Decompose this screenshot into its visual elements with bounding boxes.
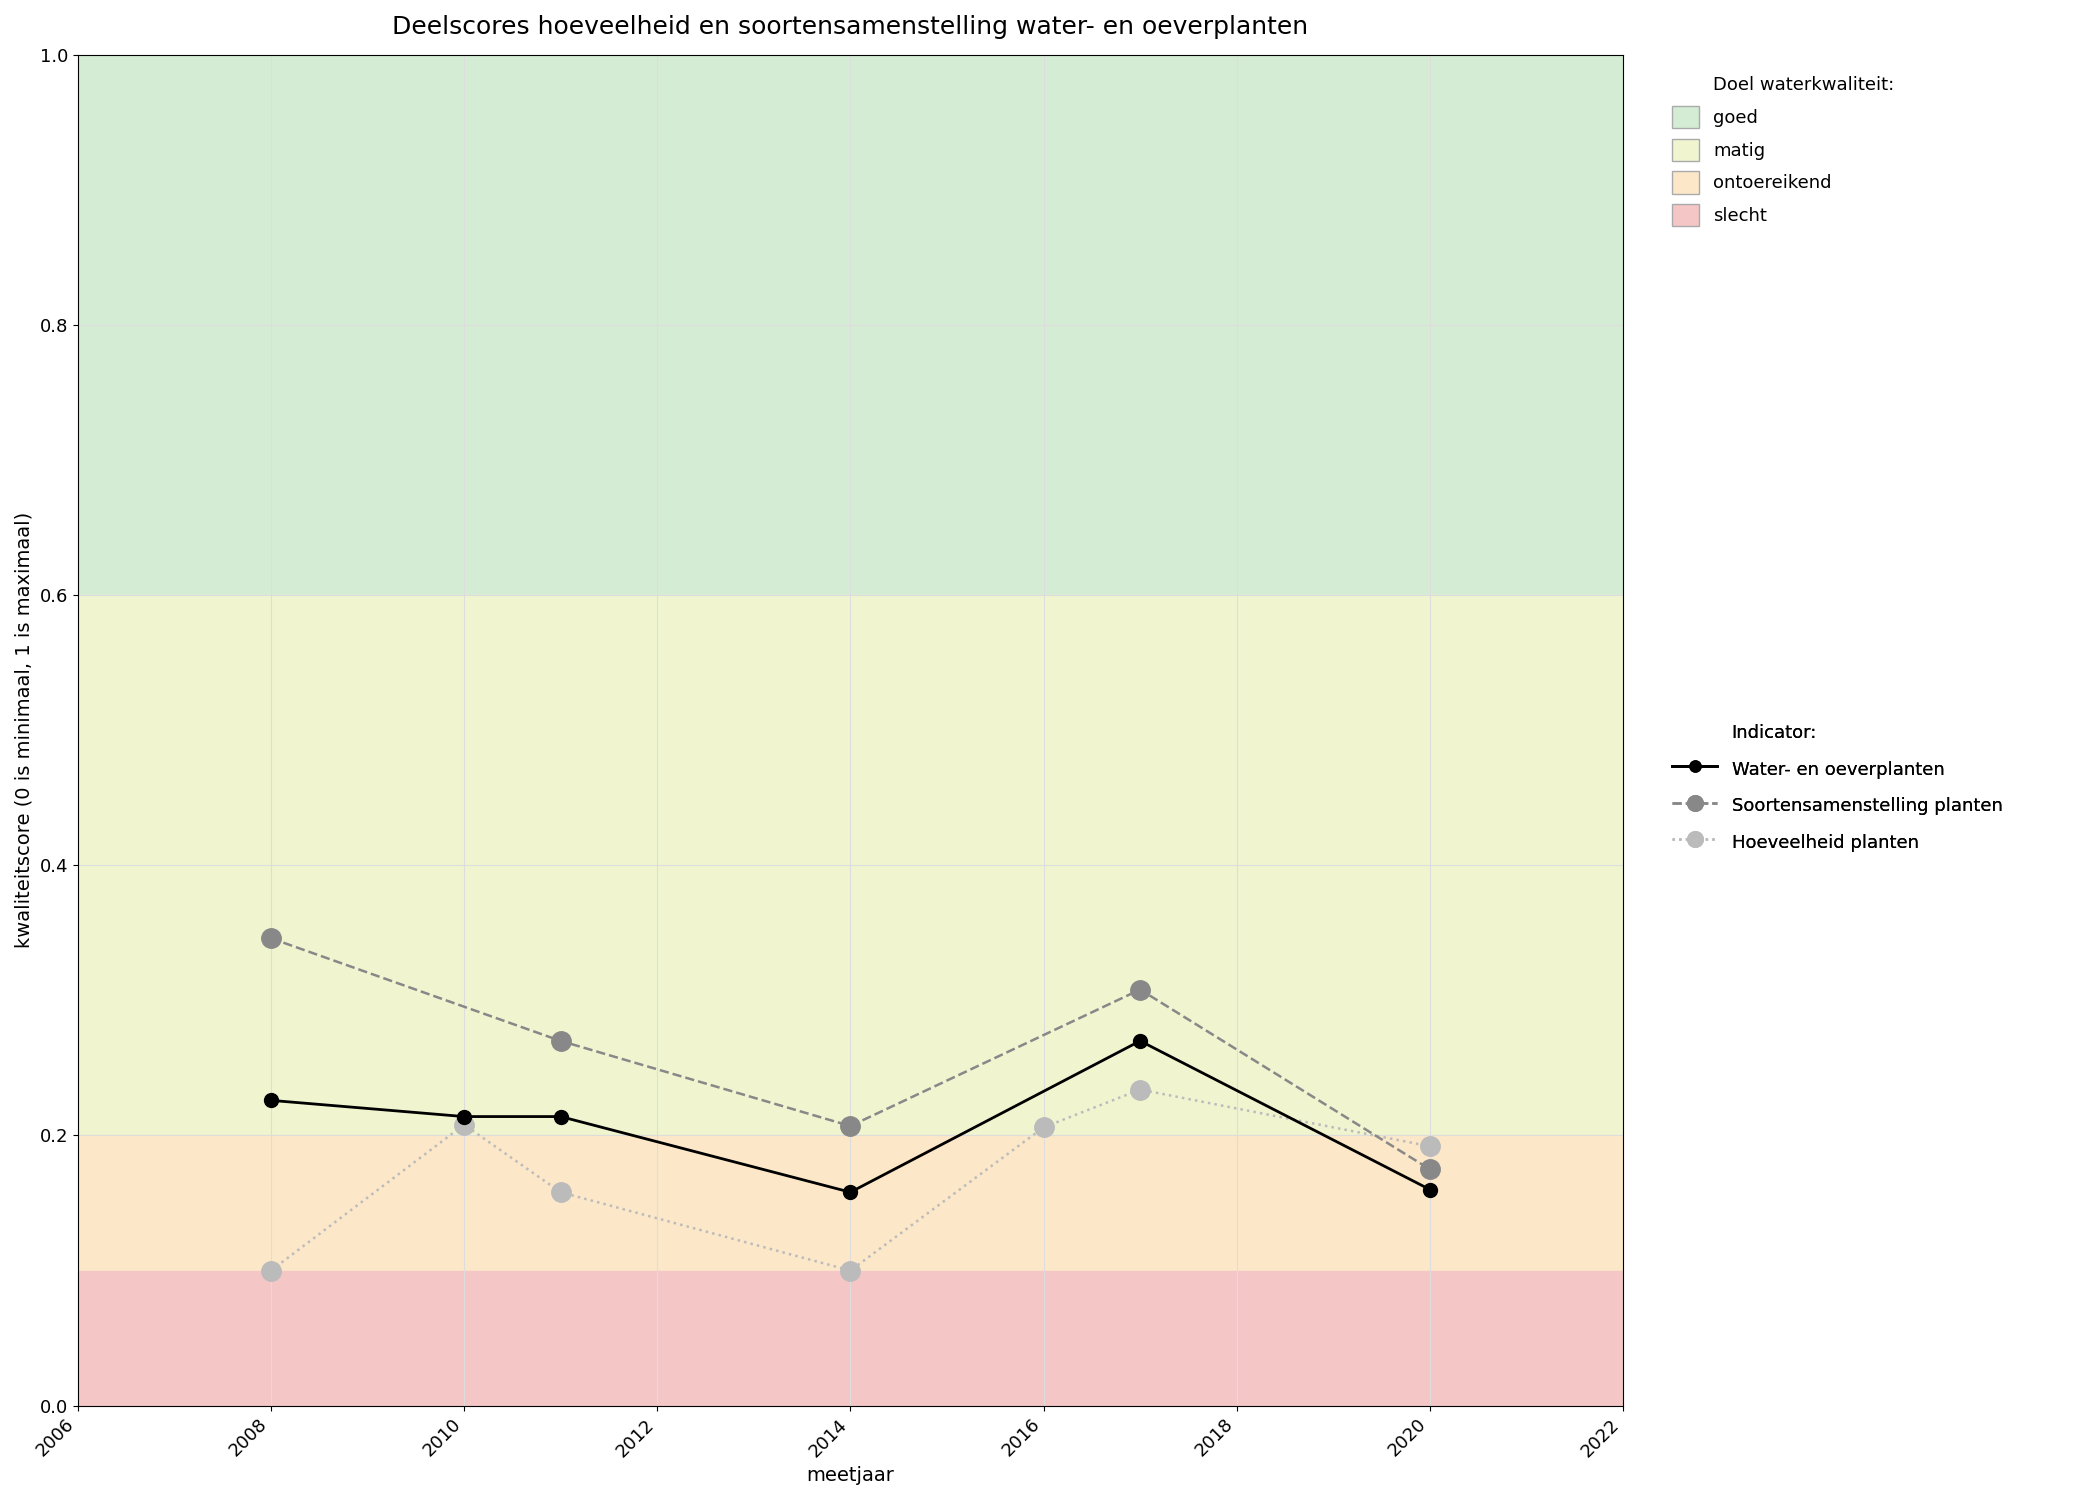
Bar bbox=[78, 1270, 1623, 1406]
Hoeveelheid planten bbox=[1418, 1137, 1443, 1155]
Y-axis label: kwaliteitscore (0 is minimaal, 1 is maximaal): kwaliteitscore (0 is minimaal, 1 is maxi… bbox=[15, 512, 34, 948]
Line: Soortensamenstelling planten: Soortensamenstelling planten bbox=[260, 928, 1441, 1179]
Title: Deelscores hoeveelheid en soortensamenstelling water- en oeverplanten: Deelscores hoeveelheid en soortensamenst… bbox=[393, 15, 1308, 39]
Water- en oeverplanten bbox=[1128, 1032, 1153, 1050]
Soortensamenstelling planten bbox=[838, 1118, 863, 1136]
Soortensamenstelling planten bbox=[1128, 981, 1153, 999]
Hoeveelheid planten bbox=[258, 1262, 284, 1280]
Water- en oeverplanten bbox=[452, 1107, 477, 1125]
Hoeveelheid planten bbox=[548, 1184, 573, 1202]
Hoeveelheid planten bbox=[1031, 1119, 1056, 1137]
Bar bbox=[78, 596, 1623, 1136]
Hoeveelheid planten bbox=[838, 1262, 863, 1280]
Hoeveelheid planten bbox=[452, 1116, 477, 1134]
Bar bbox=[78, 56, 1623, 596]
Legend: Indicator:, Water- en oeverplanten, Soortensamenstelling planten, Hoeveelheid pl: Indicator:, Water- en oeverplanten, Soor… bbox=[1663, 712, 2012, 862]
Soortensamenstelling planten bbox=[1418, 1161, 1443, 1179]
Line: Water- en oeverplanten: Water- en oeverplanten bbox=[265, 1034, 1436, 1199]
Soortensamenstelling planten bbox=[258, 930, 284, 948]
Soortensamenstelling planten bbox=[548, 1032, 573, 1050]
Water- en oeverplanten bbox=[838, 1184, 863, 1202]
Hoeveelheid planten bbox=[1128, 1080, 1153, 1098]
Water- en oeverplanten bbox=[258, 1092, 284, 1110]
Bar bbox=[78, 1136, 1623, 1270]
Line: Hoeveelheid planten: Hoeveelheid planten bbox=[260, 1080, 1441, 1281]
X-axis label: meetjaar: meetjaar bbox=[806, 1466, 895, 1485]
Water- en oeverplanten bbox=[1418, 1180, 1443, 1198]
Water- en oeverplanten bbox=[548, 1107, 573, 1125]
